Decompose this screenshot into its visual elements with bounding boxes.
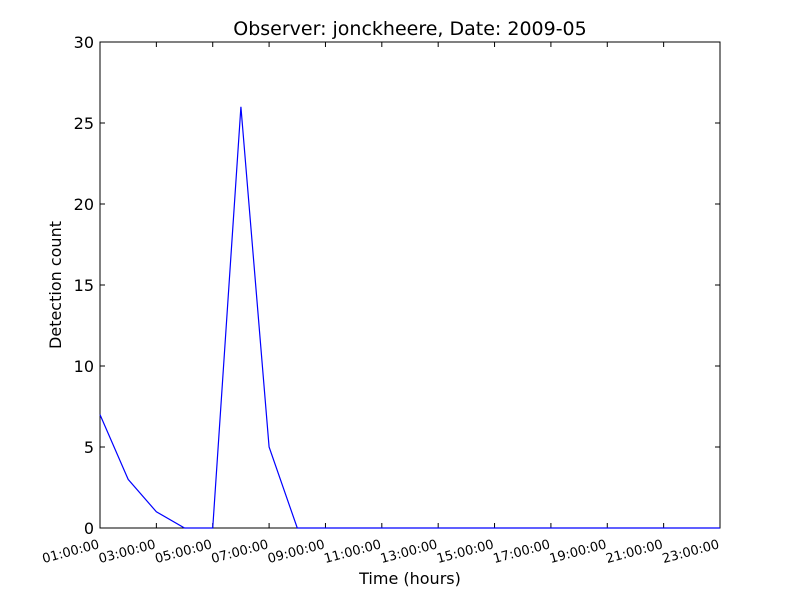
x-tick-label: 19:00:00 — [548, 537, 608, 567]
series-group — [99, 106, 720, 529]
y-tick-label: 5 — [84, 438, 94, 457]
x-tick-label: 13:00:00 — [379, 537, 439, 567]
series-line — [99, 106, 720, 529]
y-tick-label: 20 — [74, 195, 94, 214]
y-tick-label: 15 — [74, 276, 94, 295]
x-tick-label: 17:00:00 — [492, 537, 552, 567]
x-tick-label: 15:00:00 — [435, 537, 495, 567]
y-tick-label: 0 — [84, 519, 94, 538]
plot-area-frame — [99, 41, 721, 529]
x-axis-label: Time (hours) — [358, 569, 461, 588]
chart-title: Observer: jonckheere, Date: 2009-05 — [233, 18, 587, 40]
y-tick-label: 10 — [74, 357, 94, 376]
x-tick-label: 09:00:00 — [266, 537, 326, 567]
y-axis: 0 5 10 15 20 25 30 — [74, 33, 720, 538]
x-tick-label: 03:00:00 — [97, 537, 157, 567]
y-axis-label: Detection count — [46, 221, 65, 349]
y-tick-label: 25 — [74, 114, 94, 133]
x-tick-label: 07:00:00 — [210, 537, 270, 567]
x-tick-label: 23:00:00 — [661, 537, 721, 567]
x-tick-label: 11:00:00 — [323, 537, 383, 567]
y-tick-label: 30 — [74, 33, 94, 52]
x-tick-label: 21:00:00 — [604, 537, 664, 567]
x-tick-label: 05:00:00 — [153, 537, 213, 567]
x-axis: 01:00:0003:00:0005:00:0007:00:0009:00:00… — [41, 42, 721, 567]
x-tick-label: 01:00:00 — [41, 537, 101, 567]
